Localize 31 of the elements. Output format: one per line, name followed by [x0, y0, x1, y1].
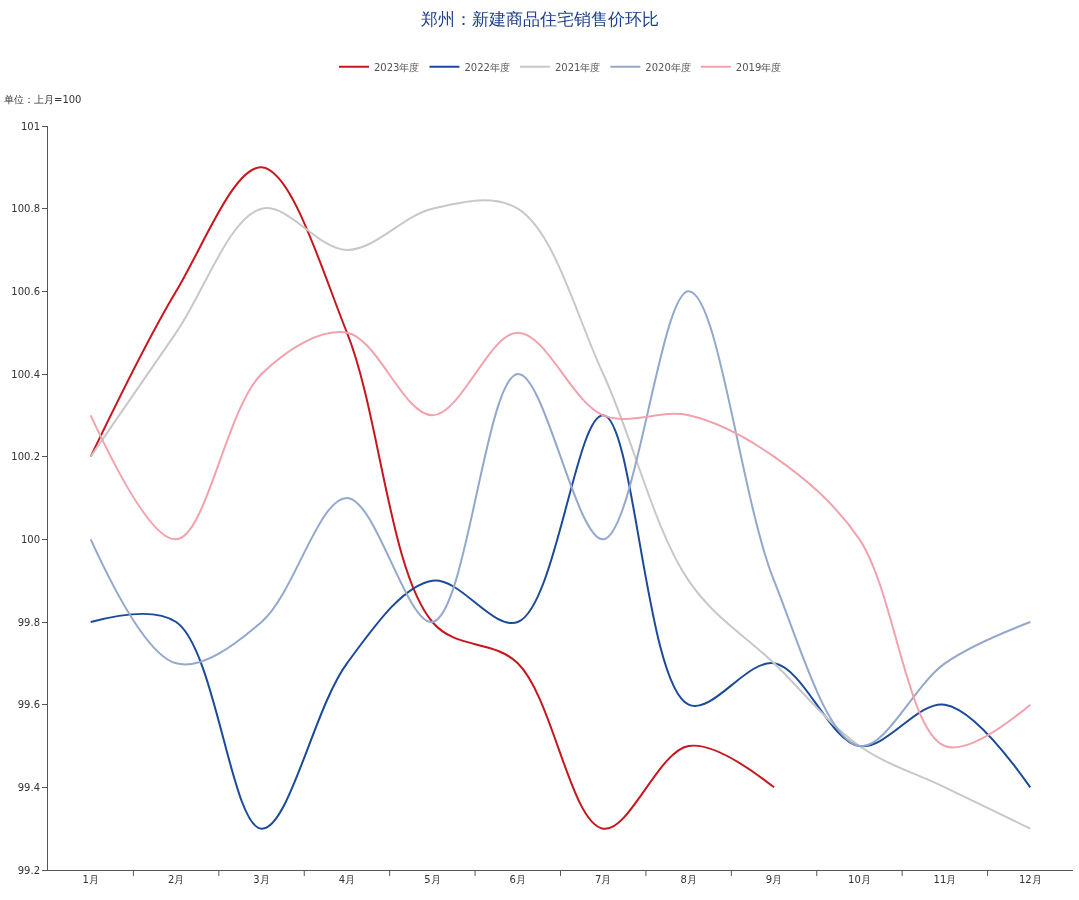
x-tick-label: 9月: [765, 874, 783, 885]
x-tick-label: 6月: [509, 874, 526, 885]
x-tick-label: 8月: [680, 874, 697, 885]
y-tick-label: 99.4: [17, 781, 40, 793]
legend-label: 2019年度: [735, 61, 782, 73]
y-axis-title: 单位：上月=100: [4, 94, 82, 105]
x-tick-label: 5月: [424, 874, 441, 885]
chart-title: 郑州：新建商品住宅销售价环比: [420, 9, 659, 30]
x-tick-label: 12月: [1018, 874, 1042, 885]
x-tick-label: 3月: [253, 874, 270, 885]
line-series: [89, 166, 776, 830]
y-tick-label: 100: [20, 533, 40, 545]
y-tick-label: 100.4: [11, 368, 40, 380]
legend-label: 2020年度: [645, 61, 691, 73]
legend-label: 2021年度: [554, 61, 601, 73]
legend-label: 2023年度: [374, 61, 420, 73]
x-tick-label: 10月: [848, 874, 871, 885]
y-tick-label: 99.2: [17, 864, 40, 876]
line-series: [89, 414, 1032, 830]
x-tick-label: 1月: [82, 874, 99, 885]
legend-label: 2022年度: [464, 61, 510, 73]
y-tick-label: 99.8: [17, 616, 40, 628]
y-tick-label: 100.2: [11, 451, 40, 463]
x-tick-label: 7月: [595, 874, 612, 885]
y-tick-label: 100.6: [11, 285, 40, 297]
x-tick-label: 11月: [933, 874, 957, 885]
x-tick-label: 4月: [338, 874, 356, 885]
y-tick-label: 101: [20, 120, 40, 132]
y-tick-label: 99.6: [17, 699, 40, 711]
y-tick-label: 100.8: [11, 203, 40, 215]
x-tick-label: 2月: [167, 874, 185, 885]
